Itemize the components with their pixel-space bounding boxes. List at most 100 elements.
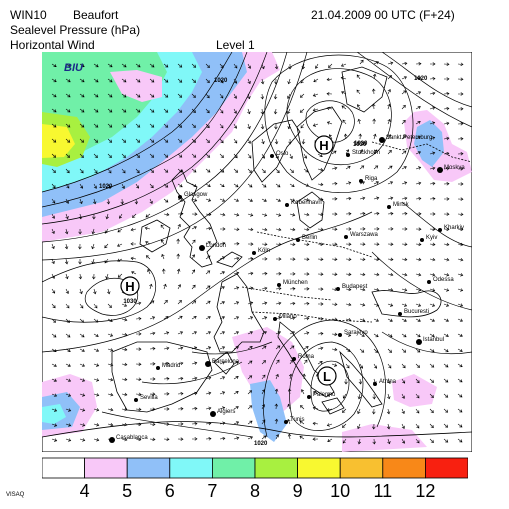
- wind-arrow: [401, 166, 407, 170]
- wind-arrow: [457, 423, 463, 428]
- city-label: Oslo: [276, 151, 289, 157]
- wind-arrow: [121, 347, 128, 352]
- wind-arrow: [371, 103, 376, 110]
- wind-arrow: [331, 317, 338, 322]
- wind-arrow: [331, 212, 338, 216]
- wind-arrow: [247, 213, 254, 217]
- wind-arrow: [373, 288, 380, 292]
- wind-arrow: [65, 363, 71, 367]
- wind-arrow: [79, 408, 86, 412]
- wind-arrow: [345, 149, 349, 155]
- wind-arrow: [93, 93, 99, 98]
- wind-arrow: [51, 213, 55, 219]
- wind-arrow: [326, 408, 333, 412]
- wind-arrow: [219, 123, 224, 129]
- wind-arrow: [135, 63, 141, 68]
- wind-arrow: [303, 287, 310, 291]
- wind-arrow: [107, 303, 112, 308]
- wind-arrow: [177, 168, 183, 173]
- wind-arrow: [340, 76, 347, 80]
- wind-arrow: [443, 318, 449, 322]
- legend-label: 11: [373, 481, 393, 501]
- legend-swatch: [254, 457, 298, 479]
- wind-arrow: [373, 133, 377, 140]
- wind-arrow: [317, 361, 323, 365]
- wind-arrow: [107, 168, 112, 174]
- wind-arrow: [121, 63, 127, 68]
- wind-arrow: [247, 271, 254, 276]
- wind-arrow: [415, 333, 421, 338]
- wind-arrow: [261, 389, 265, 395]
- wind-arrow: [117, 228, 123, 233]
- wind-arrow: [359, 257, 366, 262]
- city-label: Kharkiv: [444, 225, 464, 231]
- city-marker: Oslo: [270, 151, 289, 158]
- wind-arrow: [91, 258, 95, 265]
- wind-arrow: [301, 63, 306, 70]
- city-label: Algiers: [217, 409, 235, 415]
- wind-arrow: [443, 92, 450, 96]
- wind-arrow: [121, 183, 125, 189]
- wind-arrow: [191, 254, 195, 260]
- wind-arrow: [288, 138, 292, 145]
- wind-arrow: [373, 211, 380, 216]
- wind-arrow: [401, 242, 408, 246]
- isobar-label: 1030: [353, 142, 367, 148]
- wind-arrow: [387, 227, 394, 231]
- wind-arrow: [93, 378, 100, 382]
- wind-arrow: [359, 363, 363, 369]
- city-label: Minsk: [393, 202, 410, 208]
- wind-arrow: [135, 407, 142, 412]
- wind-arrow: [145, 241, 151, 245]
- wind-arrow: [233, 168, 239, 173]
- wind-arrow: [342, 408, 347, 413]
- wind-arrow: [274, 418, 279, 425]
- wind-arrow: [331, 302, 338, 307]
- wind-arrow: [401, 150, 407, 155]
- city-marker: Palermo: [307, 392, 336, 399]
- wind-arrow: [191, 422, 198, 426]
- wind-arrow: [219, 301, 225, 305]
- city-marker: London: [199, 243, 226, 251]
- wind-arrow: [107, 153, 112, 158]
- wind-arrow: [345, 242, 352, 246]
- wind-arrow: [415, 151, 421, 155]
- wind-arrow: [121, 317, 128, 322]
- wind-arrow: [219, 138, 224, 144]
- city-label: Moskva: [444, 165, 465, 171]
- wind-arrow: [64, 243, 69, 250]
- wind-arrow: [302, 373, 306, 380]
- wind-arrow: [65, 348, 71, 352]
- wind-arrow: [205, 123, 210, 129]
- wind-arrow: [345, 181, 352, 185]
- wind-arrow: [233, 227, 240, 232]
- wind-arrow: [135, 377, 142, 381]
- wind-arrow: [331, 181, 338, 186]
- wind-arrow: [107, 363, 114, 367]
- wind-arrow: [341, 105, 347, 110]
- wind-arrow: [415, 136, 421, 140]
- city-label: Warszawa: [350, 232, 378, 238]
- wind-arrow: [135, 93, 141, 98]
- isobar-label: 1020: [214, 78, 228, 84]
- wind-arrow: [51, 63, 57, 67]
- wind-arrow: [177, 212, 184, 216]
- wind-arrow: [149, 198, 153, 204]
- wind-arrow: [93, 78, 99, 83]
- wind-arrow: [177, 108, 183, 113]
- city-marker: Tunis: [284, 417, 304, 424]
- wind-arrow: [457, 303, 464, 307]
- wind-arrow: [191, 123, 196, 128]
- wind-arrow: [317, 167, 324, 172]
- wind-arrow: [79, 393, 86, 397]
- wind-arrow: [331, 332, 338, 337]
- wind-arrow: [415, 121, 421, 125]
- wind-arrow: [134, 198, 139, 205]
- city-marker: Sevilla: [134, 395, 158, 402]
- wind-arrow: [457, 122, 464, 126]
- wind-arrow: [345, 196, 352, 201]
- wind-arrow: [415, 76, 422, 81]
- wind-arrow: [121, 437, 128, 442]
- wind-arrow: [345, 287, 352, 292]
- wind-arrow: [443, 121, 450, 126]
